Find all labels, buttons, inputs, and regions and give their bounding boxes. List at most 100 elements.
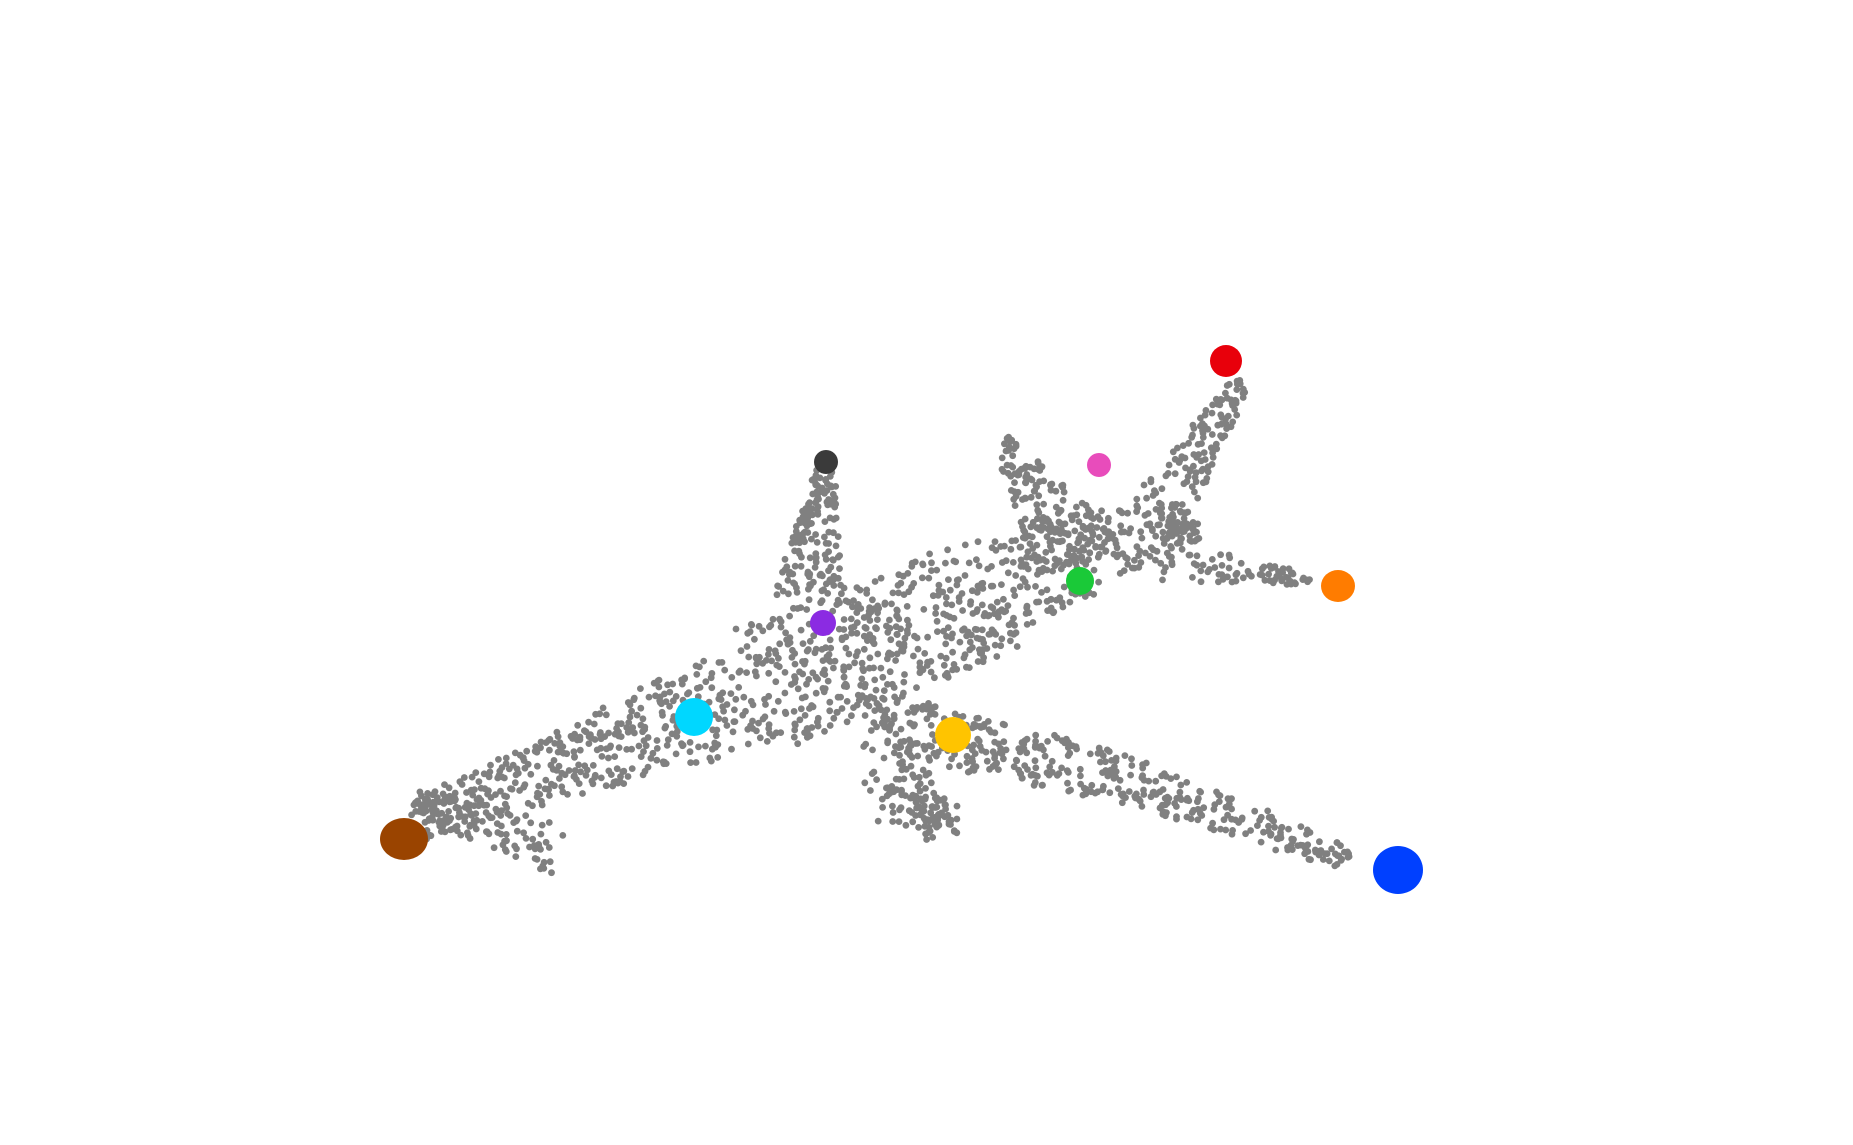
cloud-point	[951, 710, 959, 718]
cloud-point	[834, 596, 842, 604]
cloud-point	[870, 768, 878, 776]
cloud-point	[1190, 462, 1197, 470]
cloud-point	[615, 744, 623, 751]
cloud-point	[934, 748, 942, 756]
cloud-point	[828, 483, 836, 491]
cloud-point	[991, 751, 999, 759]
cloud-point	[843, 698, 851, 705]
cloud-point	[864, 696, 872, 703]
cloud-point	[1257, 838, 1265, 846]
cloud-point	[1066, 598, 1074, 606]
cloud-point	[950, 614, 958, 622]
cloud-point	[1266, 577, 1274, 584]
cloud-point	[1223, 382, 1231, 389]
cloud-point	[1244, 567, 1252, 575]
cloud-point	[956, 638, 964, 646]
cloud-point	[1137, 528, 1145, 536]
cloud-point	[1096, 516, 1104, 523]
cloud-point	[1212, 440, 1220, 448]
cloud-point	[598, 753, 606, 760]
cloud-point	[948, 634, 955, 642]
cloud-point	[1222, 415, 1229, 423]
cloud-point	[974, 735, 982, 743]
cloud-point	[965, 559, 973, 567]
cloud-point	[533, 856, 541, 863]
cloud-point	[974, 606, 981, 613]
cloud-point	[1064, 779, 1071, 787]
cloud-point	[511, 779, 519, 787]
cloud-point	[898, 646, 905, 654]
cloud-point	[1089, 531, 1097, 539]
cloud-point	[966, 638, 974, 646]
cloud-point	[1173, 540, 1181, 547]
cloud-point	[881, 711, 889, 719]
cloud-point	[1064, 744, 1072, 751]
cloud-point	[1024, 548, 1032, 556]
cloud-point	[1233, 569, 1241, 577]
cloud-point	[1135, 552, 1142, 559]
cloud-point	[1159, 576, 1166, 584]
cloud-point	[1038, 589, 1045, 596]
cloud-point	[803, 647, 811, 655]
cloud-point	[1077, 772, 1084, 780]
cloud-point	[707, 674, 715, 682]
cloud-point	[1116, 570, 1124, 577]
cloud-point	[1215, 798, 1223, 805]
keypoint-right-wing-root	[1066, 567, 1094, 595]
cloud-point	[564, 791, 571, 798]
cloud-point	[606, 744, 614, 751]
cloud-point	[498, 822, 505, 830]
cloud-point	[1015, 745, 1023, 752]
cloud-point	[506, 812, 514, 819]
cloud-point	[806, 554, 814, 562]
cloud-point	[976, 743, 984, 750]
cloud-point	[926, 550, 933, 558]
cloud-point	[1125, 788, 1133, 795]
cloud-point	[740, 693, 748, 701]
cloud-point	[1000, 468, 1007, 475]
cloud-point	[1158, 485, 1166, 493]
cloud-point	[1222, 826, 1230, 834]
cloud-point	[995, 766, 1002, 773]
cloud-point	[589, 780, 597, 788]
cloud-point	[1251, 807, 1259, 815]
cloud-point	[1098, 507, 1105, 515]
cloud-point	[818, 646, 826, 653]
cloud-point	[772, 678, 780, 686]
cloud-point	[1208, 556, 1216, 563]
cloud-point	[720, 707, 727, 715]
cloud-point	[765, 692, 773, 700]
cloud-point	[1140, 481, 1148, 489]
cloud-point	[1159, 808, 1167, 816]
cloud-point	[826, 707, 834, 715]
cloud-point	[1024, 583, 1031, 591]
cloud-point	[949, 648, 956, 656]
cloud-point	[803, 680, 810, 688]
cloud-point	[871, 578, 879, 585]
cloud-point	[1039, 514, 1047, 521]
cloud-point	[1023, 471, 1031, 478]
cloud-point	[907, 762, 915, 770]
cloud-point	[495, 772, 503, 779]
cloud-point	[1071, 545, 1078, 553]
cloud-point	[735, 669, 743, 676]
cloud-point	[1218, 396, 1226, 404]
cloud-point	[832, 514, 840, 522]
cloud-point	[830, 572, 838, 580]
cloud-point	[1171, 470, 1179, 478]
cloud-point	[968, 746, 976, 754]
cloud-point	[786, 612, 793, 620]
cloud-point	[1177, 796, 1185, 803]
cloud-point	[468, 773, 476, 781]
cloud-point	[1184, 473, 1192, 481]
cloud-point	[821, 518, 829, 525]
cloud-point	[597, 774, 605, 782]
cloud-point	[755, 622, 763, 630]
cloud-point	[809, 511, 816, 519]
cloud-point	[983, 757, 991, 765]
cloud-point	[1265, 814, 1273, 821]
cloud-point	[866, 664, 873, 672]
cloud-point	[1082, 561, 1090, 568]
cloud-point	[871, 676, 879, 684]
